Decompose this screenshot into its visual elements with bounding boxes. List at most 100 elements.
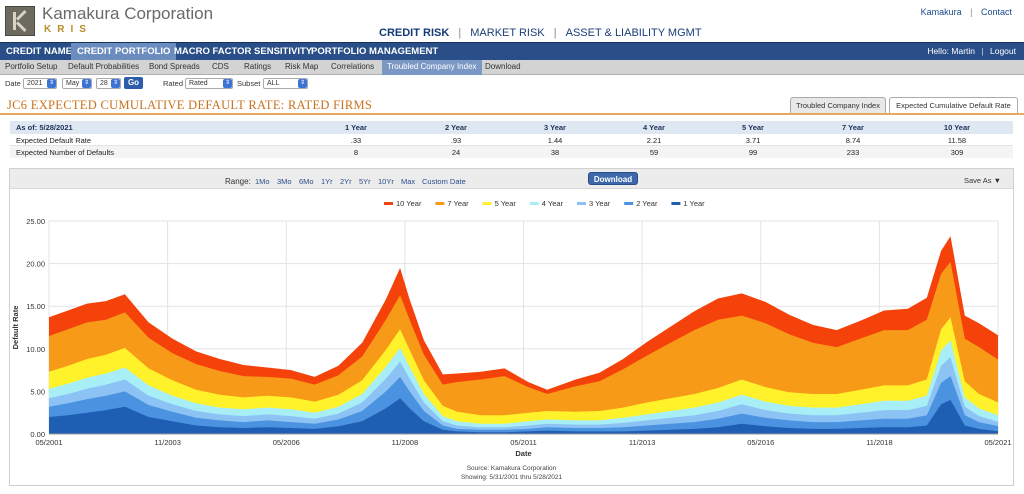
table-cell: 8.74 [845,136,861,145]
x-tick-label: 11/2008 [392,438,419,447]
day-value: 28 [100,80,108,87]
y-tick-label: 10.00 [26,345,45,354]
x-axis-title: Date [515,449,531,457]
legend-label: 5 Year [495,199,517,208]
tab-portfolio-management[interactable]: PORTFOLIO MANAGEMENT [311,46,439,57]
dropdown-arrow-icon: ⇕ [111,79,120,88]
brand-sub: KRIS [44,24,92,35]
range-option-custom-date[interactable]: Custom Date [422,177,466,186]
table-row: Expected Default Rate .33 .93 1.44 2.21 … [10,134,1013,146]
area-series-2-year [49,376,998,434]
rated-select[interactable]: Rated ⇕ [185,78,233,89]
subnav-bond-spreads[interactable]: Bond Spreads [149,62,200,71]
primary-nav: CREDIT NAME CREDIT PORTFOLIO MACRO FACTO… [0,42,1024,61]
y-tick-label: 15.00 [26,302,45,311]
subnav-default-probabilities[interactable]: Default Probabilities [68,62,140,71]
contact-link[interactable]: Contact [980,7,1012,17]
x-tick-label: 11/2013 [629,438,656,447]
chart-panel: Range: 1Mo 3Mo 6Mo 1Yr 2Yr 5Yr 10Yr Max … [9,168,1014,486]
legend-label: 7 Year [447,199,469,208]
month-select[interactable]: May ⇕ [62,78,92,89]
y-tick-label: 5.00 [30,387,45,396]
horizon-header: 4 Year [643,123,665,132]
table-cell: 38 [550,148,560,157]
range-option-1mo[interactable]: 1Mo [255,177,270,186]
tab-credit-portfolio[interactable]: CREDIT PORTFOLIO [71,43,177,61]
rated-value: Rated [189,80,208,87]
user-area: Hello: Martin | Logout [927,46,1016,56]
kamakura-k-logo-icon[interactable] [5,6,35,36]
download-button[interactable]: Download [588,172,638,185]
main-nav-credit-risk[interactable]: CREDIT RISK [379,27,450,39]
legend-label: 4 Year [542,199,564,208]
kamakura-link[interactable]: Kamakura [920,7,962,17]
legend-swatch [577,202,586,205]
dropdown-arrow-icon: ⇕ [47,79,56,88]
row-label: Expected Default Rate [16,136,92,145]
month-value: May [66,80,80,87]
table-cell: 24 [451,148,461,157]
y-tick-label: 0.00 [30,430,45,439]
default-rate-chart: 0.00 5.00 10.00 15.00 20.00 25.00 05/2001 11/20… [11,199,1012,457]
subnav-ratings[interactable]: Ratings [244,62,272,71]
x-tick-label: 05/2006 [273,438,300,447]
chart-showing-range: Showing: 5/31/2001 thru 5/28/2021 [460,474,563,481]
legend-swatch [671,202,681,205]
main-nav-alm[interactable]: ASSET & LIABILITY MGMT [565,27,702,39]
table-cell: 2.21 [646,136,662,145]
range-option-3mo[interactable]: 3Mo [277,177,292,186]
x-tick-label: 05/2016 [747,438,774,447]
legend-label: 3 Year [589,199,611,208]
day-select[interactable]: 28 ⇕ [96,78,121,89]
legend-label: 10 Year [396,199,422,208]
subnav-correlations[interactable]: Correlations [331,62,375,71]
range-option-6mo[interactable]: 6Mo [299,177,314,186]
subnav-download[interactable]: Download [485,62,521,71]
horizon-header: 2 Year [445,123,467,132]
chart-source: Source: Kamakura Corporation [466,465,557,472]
save-as-menu[interactable]: Save As ▼ [964,176,1001,185]
horizon-header: 1 Year [345,123,367,132]
subnav-troubled-company-index[interactable]: Troubled Company Index [382,60,482,75]
table-cell: .33 [350,136,362,145]
main-nav: CREDIT RISK | MARKET RISK | ASSET & LIAB… [376,27,705,39]
tab-macro-factor-sensitivity[interactable]: MACRO FACTOR SENSITIVITY [174,46,313,57]
horizon-header: 10 Year [943,123,971,132]
tab-credit-name[interactable]: CREDIT NAME [6,46,72,57]
subnav-risk-map[interactable]: Risk Map [285,62,319,71]
range-option-5yr[interactable]: 5Yr [359,177,371,186]
range-option-max[interactable]: Max [401,177,416,186]
y-tick-label: 25.00 [26,217,45,226]
range-option-1yr[interactable]: 1Yr [321,177,333,186]
rated-label: Rated [163,79,184,88]
range-option-10yr[interactable]: 10Yr [378,177,394,186]
year-select[interactable]: 2021 ⇕ [23,78,57,89]
range-label: Range: [225,177,251,186]
table-cell: 1.44 [547,136,563,145]
tab-expected-cumulative-default-rate[interactable]: Expected Cumulative Default Rate [889,97,1018,113]
x-tick-label: 05/2021 [984,438,1011,447]
y-tick-label: 20.00 [26,260,45,269]
subnav-cds[interactable]: CDS [212,62,229,71]
brand-name: Kamakura Corporation [42,4,214,23]
year-value: 2021 [27,80,43,87]
logout-link[interactable]: Logout [990,46,1016,56]
x-tick-label: 11/2018 [866,438,893,447]
y-axis-title: Default Rate [11,306,20,350]
area-series-3-year [49,357,998,434]
subnav-portfolio-setup[interactable]: Portfolio Setup [5,62,58,71]
main-nav-market-risk[interactable]: MARKET RISK [470,27,545,39]
title-divider [0,113,1024,115]
range-bar: Range: 1Mo 3Mo 6Mo 1Yr 2Yr 5Yr 10Yr Max … [10,169,1013,189]
nav-separator: | [553,27,557,39]
range-option-2yr[interactable]: 2Yr [340,177,352,186]
dropdown-triangle-icon: ▼ [993,176,1001,185]
legend-label: 1 Year [683,199,705,208]
dropdown-arrow-icon: ⇕ [298,79,307,88]
go-button[interactable]: Go [124,77,143,89]
tab-troubled-company-index[interactable]: Troubled Company Index [790,97,886,113]
secondary-nav: Portfolio Setup Default Probabilities Bo… [0,60,1024,75]
as-of-label: As of: 5/28/2021 [16,123,73,132]
subset-select[interactable]: ALL ⇕ [263,78,308,89]
